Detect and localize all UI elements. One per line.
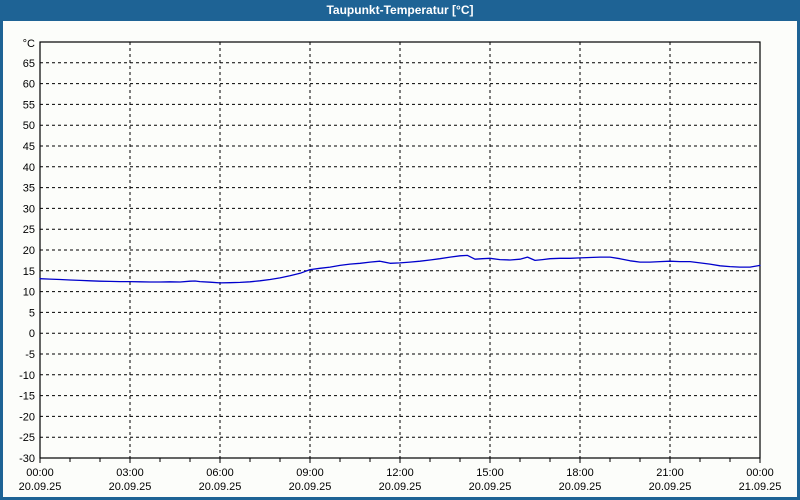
y-tick-label: 50	[23, 120, 35, 132]
y-tick-label: 0	[29, 328, 35, 340]
x-tick-date-label: 20.09.25	[559, 481, 602, 493]
y-tick-label: 35	[23, 183, 35, 195]
y-tick-label: 60	[23, 79, 35, 91]
x-tick-time-label: 00:00	[746, 467, 774, 479]
y-tick-label: -20	[19, 411, 35, 423]
y-tick-label: 25	[23, 224, 35, 236]
y-tick-label: 10	[23, 287, 35, 299]
y-tick-label: -10	[19, 370, 35, 382]
y-tick-label: -5	[25, 349, 35, 361]
x-tick-date-label: 20.09.25	[199, 481, 242, 493]
y-tick-label: 20	[23, 245, 35, 257]
y-tick-label: -30	[19, 453, 35, 465]
y-gridlines	[40, 62, 760, 438]
y-tick-labels: 65605550454035302520151050-5-10-15-20-25…	[19, 38, 35, 465]
x-tick-time-label: 12:00	[386, 467, 414, 479]
x-tick-date-label: 21.09.25	[739, 481, 782, 493]
x-tick-time-label: 18:00	[566, 467, 594, 479]
window-titlebar: Taupunkt-Temperatur [°C]	[3, 0, 797, 21]
window-title: Taupunkt-Temperatur [°C]	[326, 3, 474, 17]
y-tick-label: 40	[23, 162, 35, 174]
y-tick-label: 55	[23, 99, 35, 111]
x-tick-time-label: 03:00	[116, 467, 144, 479]
y-tick-label: 5	[29, 307, 35, 319]
y-tick-label: -15	[19, 391, 35, 403]
x-tick-time-label: 21:00	[656, 467, 684, 479]
x-tick-time-label: 00:00	[26, 467, 54, 479]
series-line-taupunkt-temperatur	[39, 254, 761, 284]
x-tick-date-label: 20.09.25	[469, 481, 512, 493]
y-axis-unit-label: °C	[23, 38, 35, 50]
y-tick-label: 65	[23, 58, 35, 70]
x-tick-time-label: 09:00	[296, 467, 324, 479]
y-tick-label: 45	[23, 141, 35, 153]
x-tick-time-label: 06:00	[206, 467, 234, 479]
x-tick-date-label: 20.09.25	[19, 481, 62, 493]
y-tick-label: 15	[23, 266, 35, 278]
plot-frame	[39, 41, 761, 459]
x-tick-time-label: 15:00	[476, 467, 504, 479]
x-tick-labels: 00:00 20.09.25 03:00 20.09.25 06:00 20.09.25 0…	[19, 467, 782, 493]
x-tick-date-label: 20.09.25	[649, 481, 692, 493]
x-axis-ticks	[39, 458, 761, 463]
y-tick-label: -25	[19, 432, 35, 444]
x-tick-date-label: 20.09.25	[379, 481, 422, 493]
x-tick-date-label: 20.09.25	[109, 481, 152, 493]
y-tick-label: 30	[23, 203, 35, 215]
x-tick-date-label: 20.09.25	[289, 481, 332, 493]
